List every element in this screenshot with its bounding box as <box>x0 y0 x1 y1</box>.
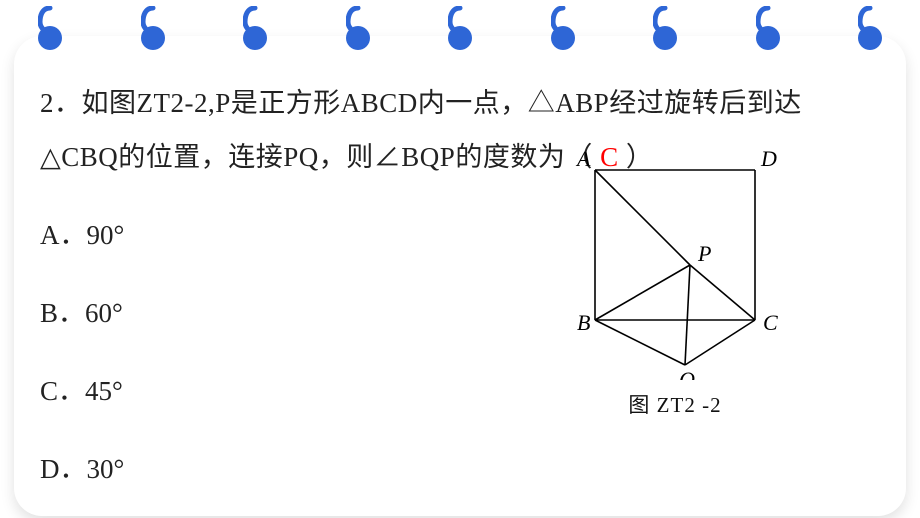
svg-text:A: A <box>575 150 591 171</box>
binding-ring <box>858 16 882 56</box>
geometry-figure: ADBCPQ 图 ZT2 -2 <box>555 150 795 410</box>
binding-ring <box>243 16 267 56</box>
figure-caption: 图 ZT2 -2 <box>555 389 795 419</box>
option-D: D．30° <box>40 442 880 496</box>
svg-text:B: B <box>577 310 590 335</box>
question-line2-prefix: △CBQ的位置，连接PQ，则∠BQP的度数为（ <box>40 142 600 172</box>
binding-ring <box>551 16 575 56</box>
svg-text:P: P <box>697 241 711 266</box>
question-number: 2． <box>40 88 82 118</box>
question-text: 2．如图ZT2-2,P是正方形ABCD内一点，△ABP经过旋转后到达 <box>40 76 880 130</box>
binding-ring <box>653 16 677 56</box>
svg-text:D: D <box>760 150 777 171</box>
spiral-binding <box>0 16 920 56</box>
binding-ring <box>756 16 780 56</box>
figure-svg: A D B C P Q <box>555 150 795 380</box>
svg-text:C: C <box>763 310 778 335</box>
binding-ring <box>38 16 62 56</box>
binding-ring <box>448 16 472 56</box>
binding-ring <box>346 16 370 56</box>
question-line1: 如图ZT2-2,P是正方形ABCD内一点，△ABP经过旋转后到达 <box>82 88 802 118</box>
svg-text:Q: Q <box>679 367 695 380</box>
binding-ring <box>141 16 165 56</box>
